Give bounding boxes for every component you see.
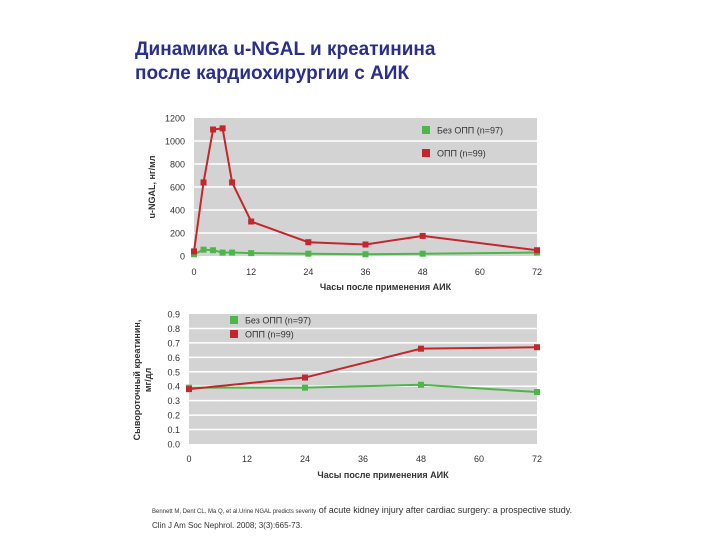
chart1-series-2-point bbox=[248, 218, 255, 225]
chart1-y-axis-label: u-NGAL, нг/мл bbox=[147, 155, 157, 218]
chart1-x-axis-label: Часы после применения АИК bbox=[320, 282, 452, 292]
chart1-x-tick-label: 12 bbox=[246, 267, 256, 277]
chart1-series-2-point bbox=[534, 247, 540, 254]
chart1-series-1-point bbox=[229, 249, 236, 256]
chart2-series-2-point bbox=[534, 344, 540, 351]
chart2-x-tick-label: 0 bbox=[186, 454, 191, 464]
chart2-y-axis-label: Сывороточный креатинин,мг/дл bbox=[132, 320, 153, 441]
chart1-x-tick-label: 0 bbox=[191, 267, 196, 277]
chart2-y-tick-label: 0.6 bbox=[167, 353, 180, 363]
chart1-series-1-point bbox=[219, 249, 226, 256]
chart1-series-1-point bbox=[200, 246, 207, 253]
slide-title: Динамика u-NGAL и креатинина после карди… bbox=[135, 38, 435, 86]
chart2-y-tick-label: 0.8 bbox=[167, 324, 180, 334]
chart2-series-2-point bbox=[418, 345, 424, 352]
chart2-x-tick-label: 24 bbox=[300, 454, 310, 464]
chart2-y-tick-label: 0.4 bbox=[167, 382, 180, 392]
chart1-x-tick-label: 60 bbox=[475, 267, 485, 277]
citation-line2: Clin J Am Soc Nephrol. 2008; 3(3):665-73… bbox=[152, 521, 303, 530]
chart1-series-1-point bbox=[248, 250, 255, 257]
chart1-x-tick-label: 72 bbox=[532, 267, 542, 277]
chart2-series-1-point bbox=[534, 389, 540, 395]
chart1-legend-label-1: Без ОПП (n=97) bbox=[437, 126, 503, 136]
chart1-y-tick-label: 200 bbox=[170, 229, 185, 239]
chart1-x-tick-label: 24 bbox=[303, 267, 313, 277]
chart1-series-2-point bbox=[305, 239, 312, 246]
chart2-series-2-line bbox=[188, 346, 538, 391]
chart2-series-2-point bbox=[186, 386, 192, 393]
chart2-legend-swatch-2 bbox=[230, 330, 238, 338]
chart1-series-1-point bbox=[362, 251, 369, 258]
chart2-x-tick-label: 48 bbox=[416, 454, 426, 464]
chart1-x-tick-label: 48 bbox=[418, 267, 428, 277]
chart1-series-2-point bbox=[362, 241, 369, 248]
chart2-y-tick-label: 0.9 bbox=[167, 310, 180, 320]
chart1-series-2-point bbox=[191, 248, 197, 255]
chart2-y-tick-label: 0.1 bbox=[167, 425, 180, 435]
chart1-y-tick-label: 400 bbox=[170, 206, 185, 216]
chart2-y-tick-label: 0.7 bbox=[167, 338, 180, 348]
chart1-series-1-line bbox=[193, 248, 538, 256]
chart2-y-tick-label: 0.0 bbox=[167, 440, 180, 450]
chart2-series-1-point bbox=[302, 384, 308, 391]
chart1-series-2-point bbox=[229, 179, 236, 186]
chart1-y-tick-label: 800 bbox=[170, 160, 185, 170]
chart2-series-2-point bbox=[302, 374, 308, 381]
chart1-series-2-point bbox=[419, 232, 426, 239]
chart1-legend-label-2: ОПП (n=99) bbox=[437, 149, 486, 159]
chart1-x-tick-label: 36 bbox=[360, 267, 370, 277]
chart1-legend-swatch-2 bbox=[422, 149, 430, 157]
chart1-series-1-point bbox=[210, 247, 217, 254]
chart2-x-tick-label: 72 bbox=[532, 454, 542, 464]
chart1-y-tick-label: 1000 bbox=[165, 137, 185, 147]
chart2-y-tick-label: 0.2 bbox=[167, 411, 180, 421]
citation: Bennett M, Dent CL, Ma Q, et al.Urine NG… bbox=[152, 502, 572, 533]
chart1-series-2-point bbox=[210, 126, 217, 133]
chart2-x-axis-label: Часы после применения АИК bbox=[317, 470, 449, 480]
chart1-legend-swatch-1 bbox=[422, 126, 430, 134]
chart1-y-tick-label: 0 bbox=[180, 252, 185, 262]
chart2-y-tick-label: 0.5 bbox=[167, 367, 180, 377]
chart1-series-1-point bbox=[305, 250, 312, 257]
chart2-legend-swatch-1 bbox=[230, 316, 238, 324]
chart1-y-tick-label: 600 bbox=[170, 183, 185, 193]
slide-title-line1: Динамика u-NGAL и креатинина bbox=[135, 39, 436, 60]
chart2-x-tick-label: 36 bbox=[358, 454, 368, 464]
chart2-x-tick-label: 60 bbox=[474, 454, 484, 464]
chart2-plot-area bbox=[189, 314, 537, 444]
chart2-series-1-line bbox=[189, 383, 538, 393]
citation-part1: Bennett M, Dent CL, Ma Q, et al.Urine NG… bbox=[152, 509, 317, 515]
chart1-series-2-point bbox=[200, 179, 207, 186]
chart1-y-tick-label: 1200 bbox=[165, 114, 185, 124]
chart1-series-2-point bbox=[219, 125, 226, 132]
chart2-series-1-point bbox=[418, 381, 424, 388]
chart2-legend-label-1: Без ОПП (n=97) bbox=[245, 316, 311, 326]
slide-title-line2: после кардиохирургии с АИК bbox=[135, 63, 410, 84]
chart2-x-tick-label: 12 bbox=[242, 454, 252, 464]
chart2-y-tick-label: 0.3 bbox=[167, 396, 180, 406]
chart2-legend-label-2: ОПП (n=99) bbox=[245, 330, 294, 340]
chart1-series-1-point bbox=[419, 250, 426, 257]
chart1-series-2-line bbox=[193, 127, 538, 252]
citation-part2: of acute kidney injury after cardiac sur… bbox=[316, 505, 573, 515]
